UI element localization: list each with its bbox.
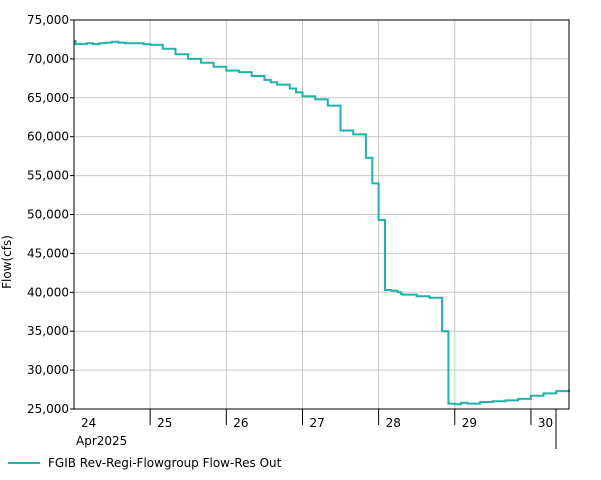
y-tick-label: 65,000 bbox=[27, 91, 69, 105]
x-tick-label: 27 bbox=[309, 416, 324, 430]
x-tick-label: 29 bbox=[462, 416, 477, 430]
y-tick-label: 40,000 bbox=[27, 285, 69, 299]
x-axis-month-label: Apr2025 bbox=[76, 434, 127, 448]
y-tick-label: 30,000 bbox=[27, 363, 69, 377]
y-axis-title: Flow(cfs) bbox=[0, 235, 14, 289]
legend: FGIB Rev-Regi-Flowgroup Flow-Res Out bbox=[8, 456, 281, 470]
y-tick-label: 45,000 bbox=[27, 246, 69, 260]
series-line-res-out bbox=[74, 40, 570, 406]
x-tick-label: 24 bbox=[81, 416, 96, 430]
legend-swatch bbox=[8, 462, 40, 464]
plot-border bbox=[73, 19, 570, 410]
x-tick-label: 30 bbox=[538, 416, 553, 430]
x-axis: 24 25 26 27 28 29 30 bbox=[81, 409, 557, 449]
y-tick-label: 35,000 bbox=[27, 324, 69, 338]
x-tick-label: 28 bbox=[386, 416, 401, 430]
y-tick-label: 50,000 bbox=[27, 208, 69, 222]
y-axis: 25,000 30,000 35,000 40,000 45,000 50,000 55,0… bbox=[27, 13, 74, 416]
y-tick-label: 25,000 bbox=[27, 402, 69, 416]
x-tick-label: 26 bbox=[233, 416, 248, 430]
y-tick-label: 70,000 bbox=[27, 52, 69, 66]
y-tick-label: 60,000 bbox=[27, 130, 69, 144]
grid-lines bbox=[74, 20, 569, 409]
legend-label: FGIB Rev-Regi-Flowgroup Flow-Res Out bbox=[48, 456, 282, 470]
y-tick-label: 75,000 bbox=[27, 13, 69, 27]
x-tick-label: 25 bbox=[157, 416, 172, 430]
y-tick-label: 55,000 bbox=[27, 169, 69, 183]
